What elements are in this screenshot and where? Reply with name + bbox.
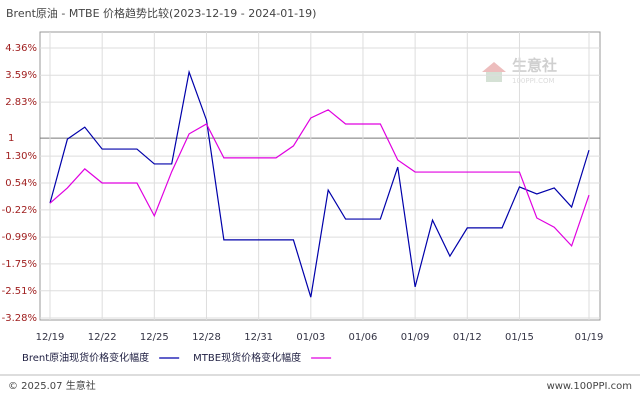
x-tick-label: 01/09 <box>401 332 430 343</box>
x-tick-label: 01/03 <box>296 332 325 343</box>
y-tick-label: -0.99% <box>2 232 37 243</box>
x-tick-label: 01/12 <box>453 332 482 343</box>
y-tick-label: 3.59% <box>5 70 37 81</box>
watermark: 生意社 100PPI.COM <box>482 57 557 85</box>
y-tick-label: -2.51% <box>2 286 37 297</box>
watermark-sub: 100PPI.COM <box>512 77 555 85</box>
x-tick-label: 01/19 <box>575 332 604 343</box>
y-tick-label: 1.30% <box>5 151 37 162</box>
x-tick-label: 12/19 <box>36 332 65 343</box>
x-tick-label: 01/15 <box>505 332 534 343</box>
series-line <box>49 69 590 298</box>
y-tick-label: -1.75% <box>2 259 37 270</box>
footer-left: © 2025.07 生意社 <box>8 379 96 392</box>
y-tick-label: 4.36% <box>5 43 37 54</box>
x-tick-label: 12/28 <box>192 332 221 343</box>
reference-label: 1 <box>8 133 14 144</box>
legend-label: MTBE现货价格变化幅度 <box>193 351 301 364</box>
watermark-logo <box>482 62 506 72</box>
watermark-text: 生意社 <box>512 57 557 75</box>
plot-frame <box>39 31 601 321</box>
y-tick-label: 0.54% <box>5 178 37 189</box>
x-tick-label: 12/25 <box>140 332 169 343</box>
chart-title: Brent原油 - MTBE 价格趋势比较(2023-12-19 - 2024-… <box>6 6 316 20</box>
y-tick-label: -0.22% <box>2 205 37 216</box>
x-tick-label: 12/31 <box>244 332 273 343</box>
footer-right: www.100PPI.com <box>547 381 632 392</box>
watermark-logo <box>486 72 502 82</box>
y-tick-label: -3.28% <box>2 313 37 324</box>
x-tick-label: 12/22 <box>88 332 117 343</box>
x-tick-label: 01/06 <box>349 332 378 343</box>
series-line <box>49 109 590 248</box>
y-tick-label: 2.83% <box>5 97 37 108</box>
legend-label: Brent原油现货价格变化幅度 <box>22 351 149 364</box>
